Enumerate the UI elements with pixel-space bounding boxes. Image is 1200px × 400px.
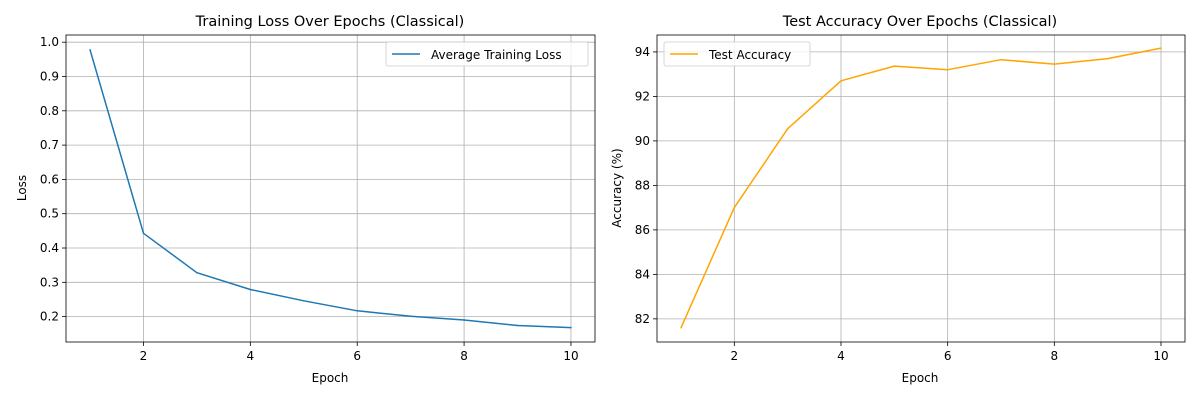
loss-x-tick-label: 8: [460, 349, 468, 363]
loss-y-axis-label: Loss: [15, 175, 29, 201]
accuracy-chart: Test Accuracy Over Epochs (Classical) 2 4…: [610, 14, 1186, 385]
accuracy-data-point: [680, 327, 682, 329]
accuracy-data-point: [1000, 58, 1002, 61]
accuracy-x-tick-label: 10: [1153, 349, 1168, 363]
accuracy-data-point: [1106, 57, 1109, 60]
loss-chart-title: Training Loss Over Epochs (Classical): [195, 14, 465, 30]
loss-data-point: [89, 48, 91, 51]
accuracy-line-group: [680, 47, 1162, 329]
loss-data-point: [356, 310, 358, 312]
accuracy-y-tick-label: 94: [635, 45, 650, 59]
accuracy-y-tick-label: 88: [635, 178, 650, 192]
accuracy-y-tick-label: 86: [635, 223, 650, 237]
loss-y-tick-label: 0.8: [40, 104, 59, 118]
accuracy-data-point: [733, 206, 736, 209]
loss-line-group: [89, 48, 572, 329]
accuracy-legend-box: [663, 41, 811, 67]
loss-y-tick-label: 0.2: [40, 310, 59, 324]
loss-data-point: [142, 232, 145, 235]
loss-y-tick-label: 0.7: [40, 138, 59, 152]
loss-legend-label: Average Training Loss: [431, 48, 562, 62]
loss-data-point: [516, 324, 519, 327]
accuracy-ticks: 2 4 6 8 10 82 84 86 88 90 92 94: [635, 45, 1169, 363]
loss-x-tick-label: 4: [247, 349, 255, 363]
loss-ticks: 2 4 6 8 10 0.2 0.3 0.4 0.5 0.6 0.7 0.8 0.9 1.0: [40, 35, 579, 363]
accuracy-plot-frame: [656, 34, 1186, 343]
loss-data-point: [303, 300, 305, 302]
loss-y-tick-label: 1.0: [40, 35, 59, 49]
accuracy-chart-title: Test Accuracy Over Epochs (Classical): [782, 14, 1057, 30]
loss-data-point: [463, 319, 465, 321]
loss-x-tick-label: 6: [353, 349, 361, 363]
loss-data-point: [570, 326, 572, 329]
loss-data-point: [409, 315, 412, 318]
accuracy-y-tick-label: 90: [635, 134, 650, 148]
loss-x-tick-label: 10: [563, 349, 578, 363]
accuracy-series-line: [680, 47, 1162, 329]
loss-plot-frame: [65, 34, 596, 343]
loss-legend-box: [385, 41, 589, 67]
accuracy-y-axis-label: Accuracy (%): [610, 148, 624, 227]
loss-chart: Training Loss Over Epochs (Classical) 2 4…: [15, 14, 596, 385]
loss-y-tick-label: 0.9: [40, 70, 59, 84]
accuracy-data-point: [1053, 63, 1056, 65]
loss-grid: [66, 35, 595, 342]
accuracy-grid: [657, 35, 1185, 342]
loss-data-point: [249, 288, 252, 291]
loss-y-tick-label: 0.4: [40, 241, 59, 255]
accuracy-legend-label: Test Accuracy: [708, 48, 791, 62]
accuracy-data-point: [893, 65, 896, 67]
accuracy-x-tick-label: 4: [837, 349, 845, 363]
loss-y-tick-label: 0.5: [40, 207, 59, 221]
accuracy-legend: Test Accuracy: [663, 41, 811, 67]
loss-legend: Average Training Loss: [385, 41, 589, 67]
accuracy-data-point: [946, 68, 949, 71]
loss-x-axis-label: Epoch: [312, 371, 349, 385]
accuracy-y-tick-label: 84: [635, 267, 650, 281]
loss-y-tick-label: 0.6: [40, 172, 59, 186]
accuracy-data-point: [1160, 47, 1162, 49]
accuracy-data-point: [786, 127, 789, 130]
loss-x-tick-label: 2: [140, 349, 148, 363]
accuracy-y-tick-label: 92: [635, 89, 650, 103]
accuracy-x-tick-label: 2: [731, 349, 739, 363]
accuracy-data-point: [840, 80, 842, 82]
accuracy-x-axis-label: Epoch: [902, 371, 939, 385]
loss-data-point: [196, 271, 198, 274]
loss-y-tick-label: 0.3: [40, 275, 59, 289]
accuracy-x-tick-label: 6: [944, 349, 952, 363]
accuracy-y-tick-label: 82: [635, 312, 650, 326]
accuracy-x-tick-label: 8: [1051, 349, 1059, 363]
loss-series-line: [89, 49, 572, 329]
